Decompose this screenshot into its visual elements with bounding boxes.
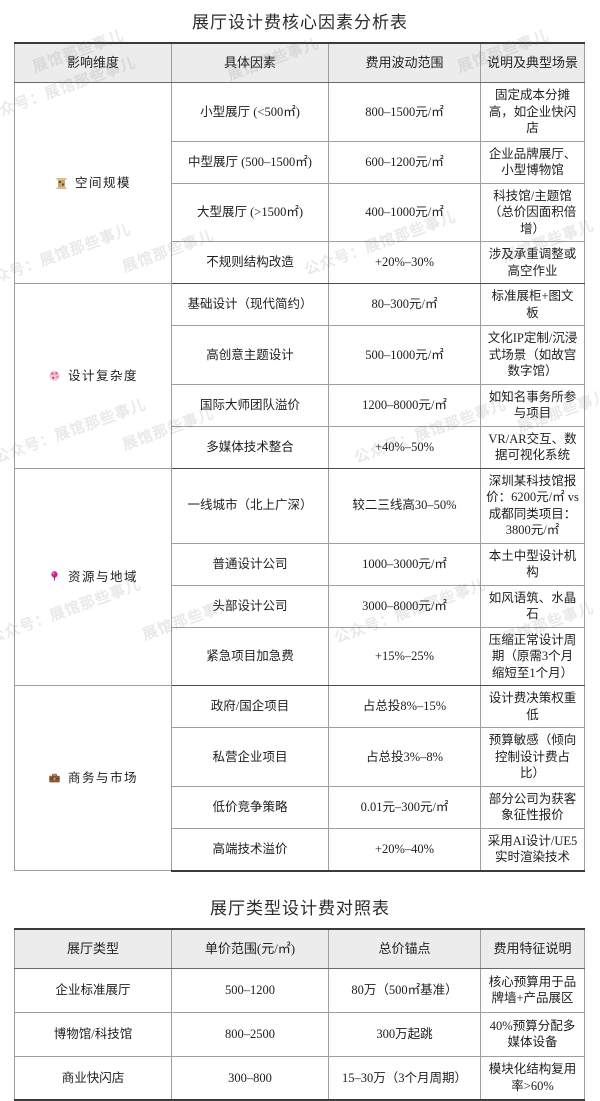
note-cell: 涉及承重调整或高空作业 bbox=[481, 242, 585, 284]
note-cell: 固定成本分摊高，如企业快闪店 bbox=[481, 83, 585, 142]
factor-cell: 私营企业项目 bbox=[172, 728, 329, 787]
note-cell: 文化IP定制/沉浸式场景（如故宫数字馆） bbox=[481, 326, 585, 385]
dimension-label: 资源与地域 bbox=[68, 569, 138, 586]
range-cell: 较二三线高30–50% bbox=[329, 468, 481, 543]
factor-cell: 紧急项目加急费 bbox=[172, 627, 329, 686]
note-cell: 采用AI设计/UE5实时渲染技术 bbox=[481, 828, 585, 871]
anchor-cell: 15–30万（3个月周期） bbox=[329, 1056, 481, 1100]
briefcase-icon bbox=[48, 772, 61, 785]
note-cell: 本土中型设计机构 bbox=[481, 543, 585, 585]
factor-cell: 一线城市（北上广深） bbox=[172, 468, 329, 543]
range-cell: 1200–8000元/㎡ bbox=[329, 384, 481, 426]
table-row: 设计复杂度 基础设计（现代简约） 80–300元/㎡ 标准展柜+图文板 bbox=[15, 284, 585, 326]
factor-cell: 中型展厅 (500–1500㎡) bbox=[172, 141, 329, 183]
range-cell: +15%–25% bbox=[329, 627, 481, 686]
table2-header-row: 展厅类型 单价范围(元/㎡) 总价锚点 费用特征说明 bbox=[15, 929, 585, 969]
range-cell: 1000–3000元/㎡ bbox=[329, 543, 481, 585]
table1-col-dimension: 影响维度 bbox=[15, 43, 172, 83]
factor-cell: 基础设计（现代简约） bbox=[172, 284, 329, 326]
dimension-cell-resource-region: 资源与地域 bbox=[15, 468, 172, 686]
table-row: 商业快闪店 300–800 15–30万（3个月周期） 模块化结构复用率>60% bbox=[15, 1056, 585, 1100]
factor-cell: 小型展厅 (<500㎡) bbox=[172, 83, 329, 142]
note-cell: 标准展柜+图文板 bbox=[481, 284, 585, 326]
factor-cell: 头部设计公司 bbox=[172, 585, 329, 627]
note-cell: 深圳某科技馆报价：6200元/㎡ vs 成都同类项目：3800元/㎡ bbox=[481, 468, 585, 543]
range-cell: 800–1500元/㎡ bbox=[329, 83, 481, 142]
range-cell: +40%–50% bbox=[329, 426, 481, 468]
unit-range-cell: 300–800 bbox=[172, 1056, 329, 1100]
unit-range-cell: 800–2500 bbox=[172, 1012, 329, 1056]
dimension-label: 商务与市场 bbox=[68, 770, 138, 787]
note-cell: 预算敏感（倾向控制设计费占比） bbox=[481, 728, 585, 787]
note-cell: 企业品牌展厅、小型博物馆 bbox=[481, 141, 585, 183]
factor-cell: 国际大师团队溢价 bbox=[172, 384, 329, 426]
anchor-cell: 80万（500㎡基准） bbox=[329, 968, 481, 1012]
factor-cell: 高端技术溢价 bbox=[172, 828, 329, 871]
table-row: 空间规模 小型展厅 (<500㎡) 800–1500元/㎡ 固定成本分摊高，如企… bbox=[15, 83, 585, 142]
table2-col-anchor: 总价锚点 bbox=[329, 929, 481, 969]
table2-col-type: 展厅类型 bbox=[15, 929, 172, 969]
dimension-label: 空间规模 bbox=[75, 175, 131, 192]
table-row: 商务与市场 政府/国企项目 占总投8%–15% 设计费决策权重低 bbox=[15, 686, 585, 728]
unit-range-cell: 500–1200 bbox=[172, 968, 329, 1012]
dimension-cell-design-complexity: 设计复杂度 bbox=[15, 284, 172, 469]
factor-cell: 不规则结构改造 bbox=[172, 242, 329, 284]
range-cell: 80–300元/㎡ bbox=[329, 284, 481, 326]
dimension-cell-business-market: 商务与市场 bbox=[15, 686, 172, 871]
factor-cell: 多媒体技术整合 bbox=[172, 426, 329, 468]
table2-body: 企业标准展厅 500–1200 80万（500㎡基准） 核心预算用于品牌墙+产品… bbox=[15, 968, 585, 1100]
table2-col-unit-range: 单价范围(元/㎡) bbox=[172, 929, 329, 969]
note-cell: VR/AR交互、数据可视化系统 bbox=[481, 426, 585, 468]
range-cell: 0.01元–300元/㎡ bbox=[329, 786, 481, 828]
range-cell: +20%–40% bbox=[329, 828, 481, 871]
range-cell: 400–1000元/㎡ bbox=[329, 183, 481, 242]
note-cell: 压缩正常设计周期（原需3个月缩短至1个月） bbox=[481, 627, 585, 686]
type-cell: 商业快闪店 bbox=[15, 1056, 172, 1100]
note-cell: 模块化结构复用率>60% bbox=[481, 1056, 585, 1100]
note-cell: 科技馆/主题馆（总价因面积倍增） bbox=[481, 183, 585, 242]
range-cell: +20%–30% bbox=[329, 242, 481, 284]
table1-header-row: 影响维度 具体因素 费用波动范围 说明及典型场景 bbox=[15, 43, 585, 83]
table-row: 资源与地域 一线城市（北上广深） 较二三线高30–50% 深圳某科技馆报价：62… bbox=[15, 468, 585, 543]
type-cell: 企业标准展厅 bbox=[15, 968, 172, 1012]
factor-cell: 高创意主题设计 bbox=[172, 326, 329, 385]
table1-col-note: 说明及典型场景 bbox=[481, 43, 585, 83]
map-pin-icon bbox=[48, 570, 61, 583]
range-cell: 占总投8%–15% bbox=[329, 686, 481, 728]
core-factor-analysis-table: 影响维度 具体因素 费用波动范围 说明及典型场景 空间规模 小型展厅 (<500… bbox=[14, 42, 585, 872]
note-cell: 设计费决策权重低 bbox=[481, 686, 585, 728]
note-cell: 如风语筑、水晶石 bbox=[481, 585, 585, 627]
table2-title: 展厅类型设计费对照表 bbox=[0, 886, 600, 928]
section-spacer bbox=[0, 872, 600, 886]
table1-title: 展厅设计费核心因素分析表 bbox=[0, 0, 600, 42]
range-cell: 3000–8000元/㎡ bbox=[329, 585, 481, 627]
table1-col-range: 费用波动范围 bbox=[329, 43, 481, 83]
table1-body: 空间规模 小型展厅 (<500㎡) 800–1500元/㎡ 固定成本分摊高，如企… bbox=[15, 83, 585, 871]
palette-icon bbox=[48, 369, 61, 382]
table2-col-note: 费用特征说明 bbox=[481, 929, 585, 969]
range-cell: 600–1200元/㎡ bbox=[329, 141, 481, 183]
note-cell: 核心预算用于品牌墙+产品展区 bbox=[481, 968, 585, 1012]
factor-cell: 低价竞争策略 bbox=[172, 786, 329, 828]
range-cell: 占总投3%–8% bbox=[329, 728, 481, 787]
dimension-cell-space-scale: 空间规模 bbox=[15, 83, 172, 284]
type-cell: 博物馆/科技馆 bbox=[15, 1012, 172, 1056]
dimension-label: 设计复杂度 bbox=[68, 368, 138, 385]
note-cell: 如知名事务所参与项目 bbox=[481, 384, 585, 426]
range-cell: 500–1000元/㎡ bbox=[329, 326, 481, 385]
note-cell: 40%预算分配多媒体设备 bbox=[481, 1012, 585, 1056]
abacus-icon bbox=[55, 177, 68, 190]
factor-cell: 政府/国企项目 bbox=[172, 686, 329, 728]
anchor-cell: 300万起跳 bbox=[329, 1012, 481, 1056]
factor-cell: 普通设计公司 bbox=[172, 543, 329, 585]
exhibition-type-price-table: 展厅类型 单价范围(元/㎡) 总价锚点 费用特征说明 企业标准展厅 500–12… bbox=[14, 928, 585, 1101]
note-cell: 部分公司为获客象征性报价 bbox=[481, 786, 585, 828]
factor-cell: 大型展厅 (>1500㎡) bbox=[172, 183, 329, 242]
table-row: 企业标准展厅 500–1200 80万（500㎡基准） 核心预算用于品牌墙+产品… bbox=[15, 968, 585, 1012]
table1-col-factor: 具体因素 bbox=[172, 43, 329, 83]
table-row: 博物馆/科技馆 800–2500 300万起跳 40%预算分配多媒体设备 bbox=[15, 1012, 585, 1056]
